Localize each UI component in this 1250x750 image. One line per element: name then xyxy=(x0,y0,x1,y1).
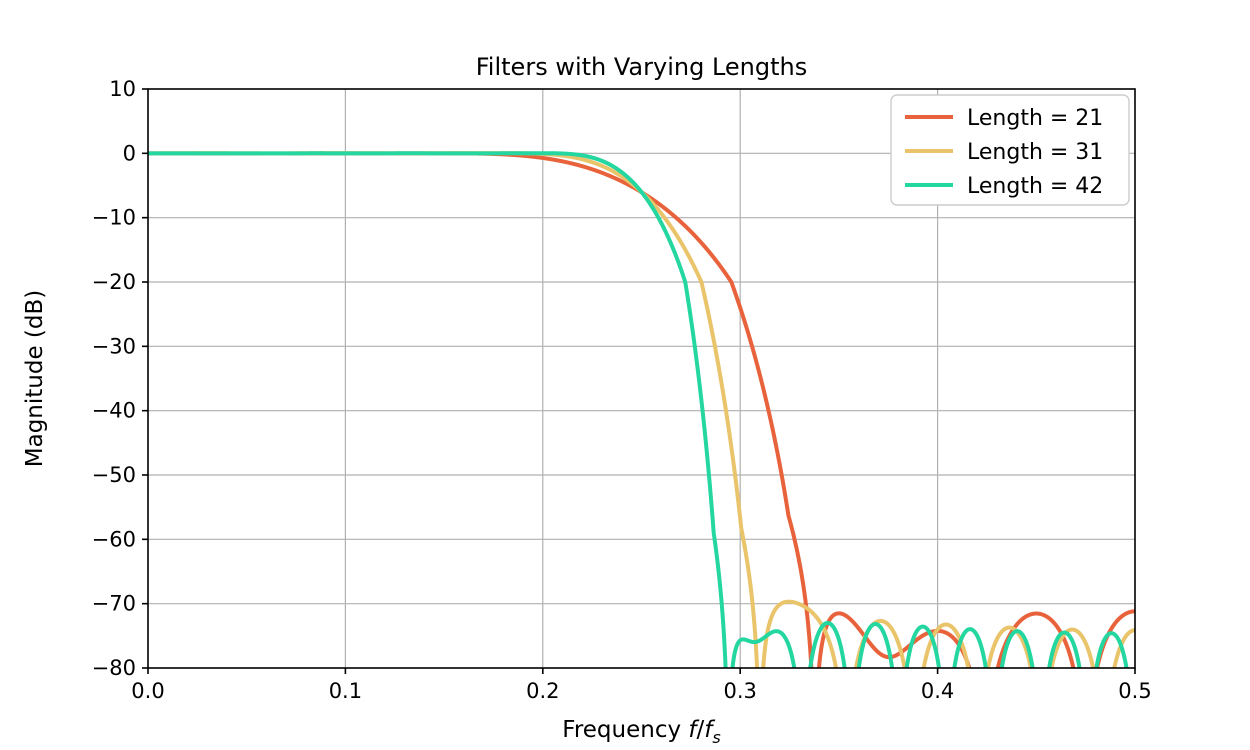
axis-ticks: 0.0 0.1 0.2 0.3 0.4 0.5 10 0 −10 −20 −30 −40 −50 −60 −… xyxy=(92,77,1152,703)
y-tick-label: −10 xyxy=(92,206,136,230)
chart-title: Filters with Varying Lengths xyxy=(476,53,807,81)
y-tick-label: 0 xyxy=(123,141,136,165)
legend-item-21: Length = 21 xyxy=(905,106,1103,131)
legend-item-31: Length = 31 xyxy=(905,140,1103,165)
gridlines xyxy=(148,89,1135,668)
legend: Length = 21 Length = 31 Length = 42 xyxy=(890,94,1130,206)
x-tick-label: 0.3 xyxy=(723,679,756,703)
x-tick-label: 0.5 xyxy=(1118,679,1151,703)
curve-length-42 xyxy=(148,151,1129,668)
y-tick-label: 10 xyxy=(109,77,136,101)
y-axis-label: Magnitude (dB) xyxy=(22,290,48,468)
y-tick-label: −30 xyxy=(92,334,136,358)
x-tick-label: 0.2 xyxy=(526,679,559,703)
x-tick-label: 0.4 xyxy=(921,679,954,703)
data-curves xyxy=(148,151,1135,668)
x-tick-label: 0.1 xyxy=(329,679,362,703)
plot-frame xyxy=(147,88,1136,669)
x-axis-label: Frequency f/fs xyxy=(562,717,720,747)
y-tick-label: −20 xyxy=(92,270,136,294)
y-tick-label: −40 xyxy=(92,399,136,423)
legend-item-42: Length = 42 xyxy=(905,174,1103,199)
y-tick-label: −50 xyxy=(92,463,136,487)
legend-label: Length = 42 xyxy=(967,174,1103,199)
legend-label: Length = 31 xyxy=(967,140,1103,165)
y-tick-label: −60 xyxy=(92,527,136,551)
y-tick-label: −80 xyxy=(92,656,136,680)
x-tick-label: 0.0 xyxy=(131,679,164,703)
y-tick-label: −70 xyxy=(92,592,136,616)
legend-label: Length = 21 xyxy=(967,106,1103,131)
legend-box xyxy=(890,94,1130,206)
